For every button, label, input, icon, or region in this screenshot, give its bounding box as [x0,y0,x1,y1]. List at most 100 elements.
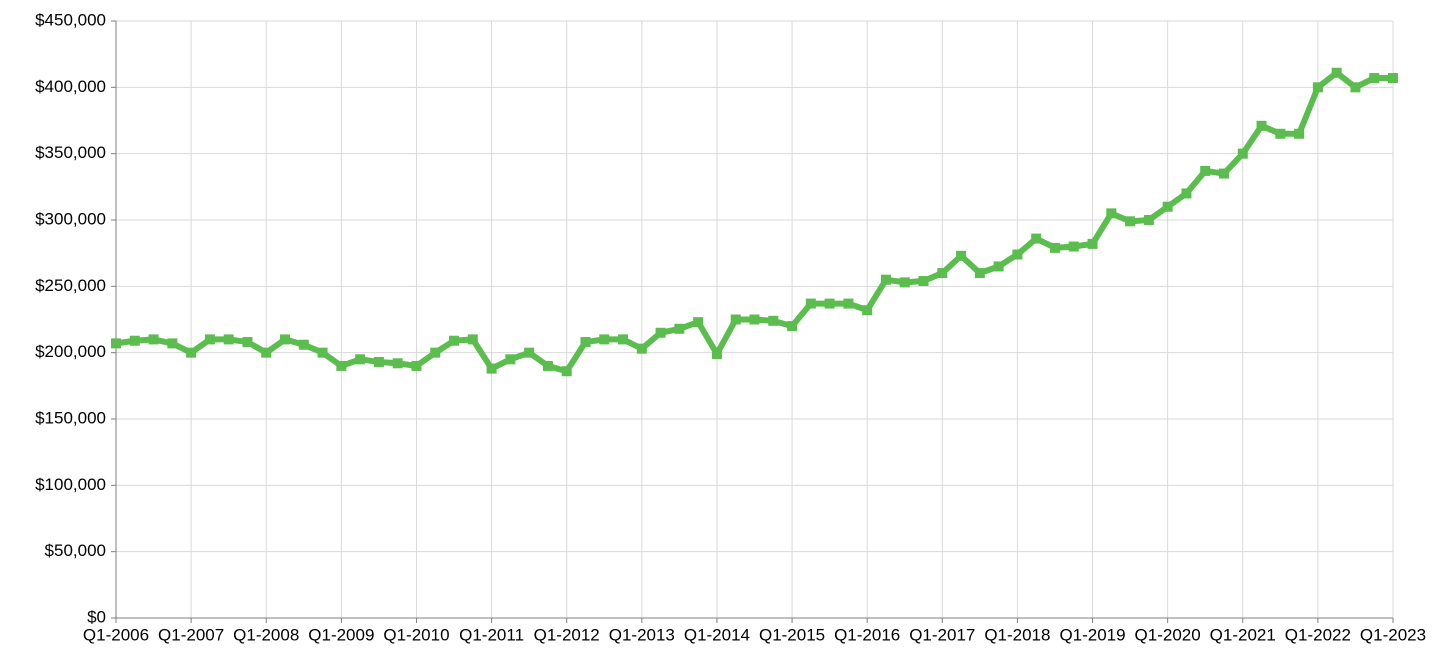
marker [204,334,215,345]
marker [1218,168,1229,179]
marker [974,268,985,279]
marker [1031,233,1042,244]
marker [730,314,741,325]
marker [298,339,309,350]
y-tick-label: $0 [87,607,106,626]
marker [1369,73,1380,84]
marker [787,321,798,332]
y-tick-label: $200,000 [35,342,106,361]
x-tick-label: Q1-2010 [383,625,449,644]
marker [467,334,478,345]
marker [1294,128,1305,139]
marker [1143,215,1154,225]
x-tick-label: Q1-2022 [1285,625,1351,644]
marker [336,360,347,371]
marker [280,334,291,345]
marker [862,305,873,316]
marker [1162,201,1173,212]
marker [880,274,891,285]
marker [937,268,948,279]
marker [805,298,816,309]
marker [1312,82,1323,93]
marker [843,298,854,309]
marker [918,276,929,287]
marker [674,323,685,334]
marker [1012,249,1023,260]
line [115,69,1393,375]
x-tick-label: Q1-2021 [1210,625,1276,644]
marker [599,334,610,345]
x-tick-label: Q1-2012 [534,625,600,644]
x-tick-label: Q1-2018 [984,625,1050,644]
x-tick-label: Q1-2009 [308,625,374,644]
marker [411,360,422,371]
marker [993,261,1004,272]
marker [355,354,366,365]
y-tick-label: $400,000 [35,77,106,96]
y-tick-label: $100,000 [35,475,106,494]
marker [956,250,967,261]
x-tick-label: Q1-2014 [684,625,750,644]
x-tick-label: Q1-2019 [1059,625,1125,644]
marker [1106,208,1117,219]
marker [636,343,647,354]
x-tick-label: Q1-2013 [609,625,675,644]
marker [373,356,384,367]
marker [223,334,234,345]
marker [430,347,441,358]
y-tick-label: $450,000 [35,10,106,29]
x-tick-label: Q1-2016 [834,625,900,644]
marker [317,347,328,358]
marker [1181,188,1192,199]
marker [749,314,760,325]
y-tick-label: $350,000 [35,143,106,162]
marker [186,347,197,358]
marker [1068,241,1079,252]
marker [824,298,835,309]
x-tick-label: Q1-2017 [909,625,975,644]
marker [1125,216,1136,227]
marker [542,360,553,371]
y-tick-label: $50,000 [45,541,106,560]
marker [768,315,779,326]
marker [261,347,272,358]
marker [167,338,178,349]
x-tick-label: Q1-2011 [459,625,524,644]
y-tick-label: $150,000 [35,408,106,427]
marker [111,338,121,349]
marker [505,354,516,365]
marker [392,358,403,369]
marker [1200,165,1211,176]
marker [1350,82,1361,93]
marker [1087,238,1098,249]
marker [1331,67,1342,78]
marker [1388,73,1398,84]
marker [655,327,666,338]
marker [561,366,572,377]
y-tick-label: $250,000 [35,276,106,295]
marker [711,348,722,359]
marker [1049,242,1060,253]
marker [580,337,591,348]
x-tick-label: Q1-2007 [158,625,224,644]
marker [449,335,460,346]
marker [899,277,910,288]
marker [486,363,497,374]
marker [618,334,629,345]
marker [524,347,535,358]
marker [693,317,704,328]
y-tick-label: $300,000 [35,209,106,228]
x-tick-label: Q1-2023 [1360,625,1426,644]
marker [1256,120,1267,131]
marker [1237,148,1248,159]
marker [148,334,159,345]
marker [129,335,140,346]
x-tick-label: Q1-2015 [759,625,825,644]
marker [1275,128,1286,139]
x-tick-label: Q1-2008 [233,625,299,644]
marker [242,337,253,348]
x-tick-label: Q1-2006 [83,625,149,644]
x-tick-label: Q1-2020 [1135,625,1201,644]
